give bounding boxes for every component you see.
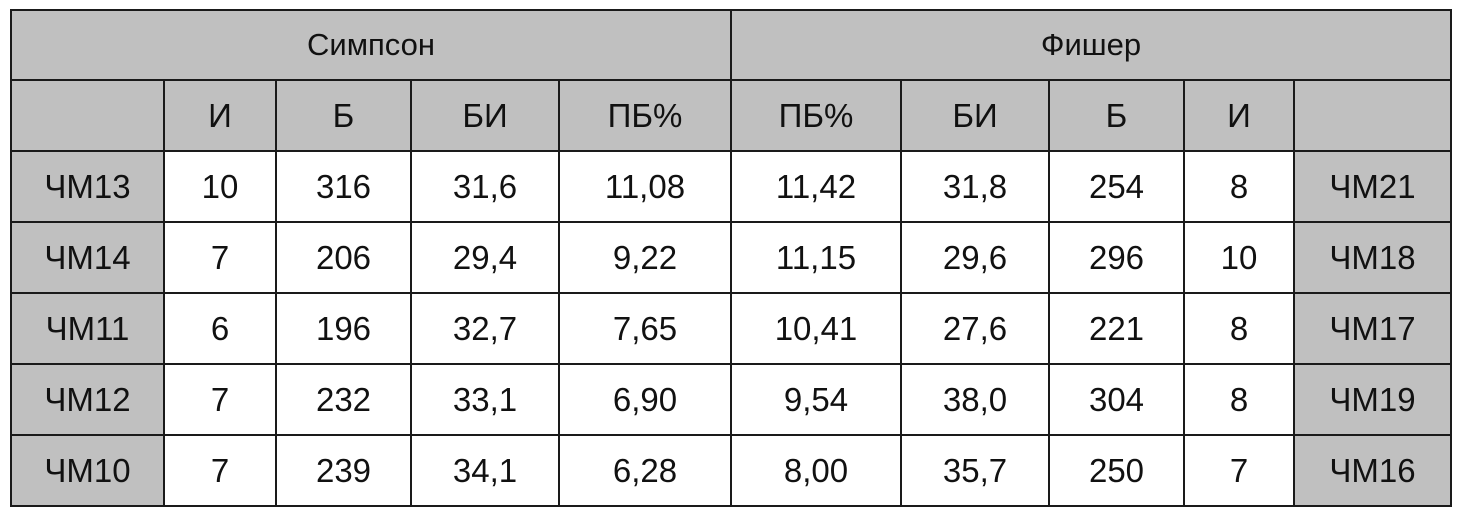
cell: 32,7 (410, 292, 560, 365)
cell: 316 (275, 150, 412, 223)
data-row: ЧМ13 10 316 31,6 11,08 11,42 31,8 254 8 ЧМ21 (10, 150, 1452, 223)
cell: 31,8 (900, 150, 1050, 223)
cell: 206 (275, 221, 412, 294)
table: Симпсон Фишер И Б БИ ПБ% ПБ% БИ Б И ЧМ13 10 316 31,6 1… (10, 9, 1452, 507)
cell: 35,7 (900, 434, 1050, 507)
row-label: ЧМ21 (1293, 150, 1452, 223)
data-row: ЧМ12 7 232 33,1 6,90 9,54 38,0 304 8 ЧМ19 (10, 363, 1452, 436)
row-label: ЧМ18 (1293, 221, 1452, 294)
cell: 221 (1048, 292, 1185, 365)
cell: 10,41 (730, 292, 902, 365)
row-label: ЧМ12 (10, 363, 165, 436)
column-header: ПБ% (730, 79, 902, 152)
cell: 239 (275, 434, 412, 507)
cell: 9,54 (730, 363, 902, 436)
column-header: И (163, 79, 277, 152)
group-header: Фишер (730, 9, 1452, 81)
cell: 7 (163, 221, 277, 294)
data-row: ЧМ11 6 196 32,7 7,65 10,41 27,6 221 8 ЧМ17 (10, 292, 1452, 365)
cell: 29,6 (900, 221, 1050, 294)
cell: 29,4 (410, 221, 560, 294)
group-header: Симпсон (10, 9, 732, 81)
row-label: ЧМ19 (1293, 363, 1452, 436)
column-header-row: И Б БИ ПБ% ПБ% БИ Б И (10, 79, 1452, 152)
cell: 9,22 (558, 221, 732, 294)
cell: 7,65 (558, 292, 732, 365)
cell: 10 (1183, 221, 1295, 294)
column-header: Б (275, 79, 412, 152)
group-header-row: Симпсон Фишер (10, 9, 1452, 81)
column-header: БИ (410, 79, 560, 152)
cell: 8 (1183, 292, 1295, 365)
cell: 7 (1183, 434, 1295, 507)
cell: 8 (1183, 363, 1295, 436)
cell: 7 (163, 434, 277, 507)
data-row: ЧМ10 7 239 34,1 6,28 8,00 35,7 250 7 ЧМ16 (10, 434, 1452, 507)
row-label: ЧМ16 (1293, 434, 1452, 507)
table-body: Симпсон Фишер И Б БИ ПБ% ПБ% БИ Б И ЧМ13 10 316 31,6 1… (10, 9, 1452, 507)
column-header: ПБ% (558, 79, 732, 152)
cell: 7 (163, 363, 277, 436)
row-label: ЧМ14 (10, 221, 165, 294)
row-label: ЧМ17 (1293, 292, 1452, 365)
cell: 296 (1048, 221, 1185, 294)
cell: 38,0 (900, 363, 1050, 436)
column-header: БИ (900, 79, 1050, 152)
data-row: ЧМ14 7 206 29,4 9,22 11,15 29,6 296 10 ЧМ18 (10, 221, 1452, 294)
row-label: ЧМ11 (10, 292, 165, 365)
cell: 304 (1048, 363, 1185, 436)
cell: 254 (1048, 150, 1185, 223)
cell: 6 (163, 292, 277, 365)
cell: 250 (1048, 434, 1185, 507)
cell: 27,6 (900, 292, 1050, 365)
row-label: ЧМ13 (10, 150, 165, 223)
cell: 11,15 (730, 221, 902, 294)
cell: 196 (275, 292, 412, 365)
empty-header-cell (1293, 79, 1452, 152)
row-label: ЧМ10 (10, 434, 165, 507)
cell: 34,1 (410, 434, 560, 507)
cell: 10 (163, 150, 277, 223)
cell: 33,1 (410, 363, 560, 436)
cell: 31,6 (410, 150, 560, 223)
column-header: И (1183, 79, 1295, 152)
column-header: Б (1048, 79, 1185, 152)
cell: 8 (1183, 150, 1295, 223)
cell: 232 (275, 363, 412, 436)
cell: 11,42 (730, 150, 902, 223)
table-container: Симпсон Фишер И Б БИ ПБ% ПБ% БИ Б И ЧМ13 10 316 31,6 1… (10, 9, 1452, 507)
cell: 6,28 (558, 434, 732, 507)
cell: 11,08 (558, 150, 732, 223)
cell: 6,90 (558, 363, 732, 436)
empty-header-cell (10, 79, 165, 152)
cell: 8,00 (730, 434, 902, 507)
